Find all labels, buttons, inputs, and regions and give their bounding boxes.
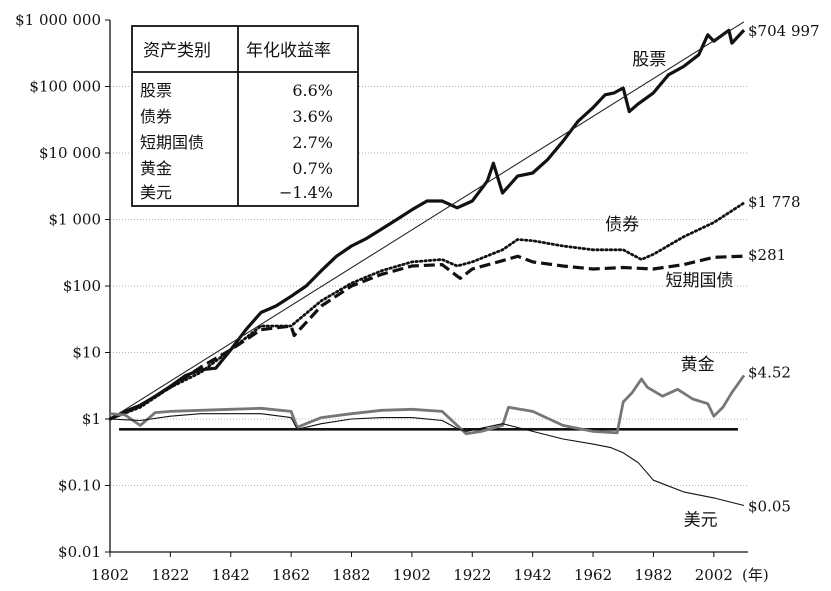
annotation-bills: 短期国债: [666, 271, 734, 291]
x-tick-label-1882: 1882: [332, 566, 370, 584]
series-line-trend: [109, 21, 745, 420]
y-tick-label-6: $1: [82, 410, 101, 428]
table-row-bills-value: 2.7%: [292, 133, 333, 152]
x-tick-label-1962: 1962: [574, 566, 612, 584]
table-row-bills-name: 短期国债: [140, 133, 204, 152]
table-row-stocks-value: 6.6%: [292, 81, 333, 100]
y-tick-labels: $1 000 000 $100 000 $10 000 $1 000 $100 $10 $1…: [15, 11, 110, 561]
end-label-stocks: $704 997: [748, 22, 820, 40]
y-tick-label-7: $0.10: [58, 477, 101, 495]
end-label-gold: $4.52: [748, 363, 791, 381]
x-tick-label-1822: 1822: [151, 566, 189, 584]
x-tick-label-1802: 1802: [91, 566, 129, 584]
y-tick-label-1: $100 000: [29, 78, 101, 96]
table-row-gold-value: 0.7%: [292, 159, 333, 178]
end-label-bills: $281: [748, 246, 786, 264]
series-lines: [108, 21, 746, 507]
x-tick-label-1842: 1842: [212, 566, 250, 584]
series-line-gold: [109, 374, 746, 436]
end-value-labels: $704 997 $1 778 $281 $4.52 $0.05: [748, 22, 820, 515]
table-row-stocks-name: 股票: [140, 81, 172, 100]
x-tick-label-1902: 1902: [393, 566, 431, 584]
y-tick-label-0: $1 000 000: [15, 11, 101, 29]
x-tick-label-1982: 1982: [634, 566, 672, 584]
series-line-dollar: [109, 413, 745, 507]
y-tick-label-3: $1 000: [49, 211, 102, 229]
x-tick-label-2002: 2002: [695, 566, 733, 584]
table-row-dollar-value: −1.4%: [279, 183, 333, 202]
x-tick-labels: 1802 1822 1842 1862 1882 1902 1922 1942 1962 1982…: [91, 552, 733, 584]
x-unit-label: (年): [742, 566, 769, 584]
table-header-asset: 资产类别: [143, 41, 211, 61]
table-row-bonds-name: 债券: [140, 107, 172, 126]
returns-table: 资产类别 年化收益率 股票 6.6% 债券 3.6% 短期国债 2.7% 黄金 …: [131, 25, 359, 207]
x-tick-label-1862: 1862: [272, 566, 310, 584]
annotation-gold: 黄金: [681, 355, 715, 375]
table-header-return: 年化收益率: [246, 41, 331, 61]
series-line-bonds: [108, 201, 746, 421]
table-row-dollar-name: 美元: [140, 183, 172, 202]
y-tick-label-8: $0.01: [58, 543, 101, 561]
annotation-dollar: 美元: [684, 511, 718, 531]
end-label-dollar: $0.05: [748, 498, 791, 516]
table-row-gold-name: 黄金: [140, 159, 172, 178]
grid-lines: [110, 86, 748, 486]
table-row-bonds-value: 3.6%: [292, 107, 333, 126]
end-label-bonds: $1 778: [748, 193, 801, 211]
annotation-bonds: 债券: [605, 215, 639, 235]
x-tick-label-1922: 1922: [453, 566, 491, 584]
table-background: [131, 25, 359, 207]
series-line-bills: [109, 254, 745, 421]
y-tick-label-4: $100: [63, 277, 101, 295]
x-tick-label-1942: 1942: [514, 566, 552, 584]
y-tick-label-2: $10 000: [39, 144, 101, 162]
y-tick-label-5: $10: [72, 344, 101, 362]
annotation-stocks: 股票: [632, 50, 666, 70]
